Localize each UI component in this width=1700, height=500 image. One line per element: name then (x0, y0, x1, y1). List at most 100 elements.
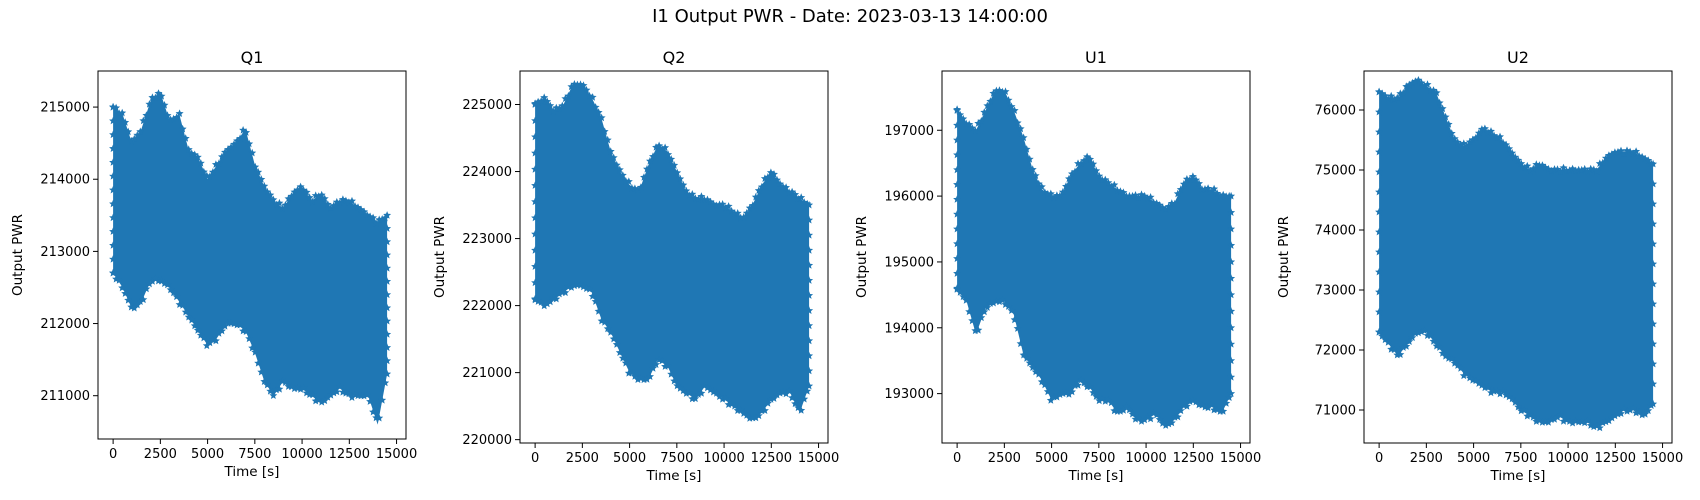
scatter-point (187, 315, 196, 324)
scatter-density-band (1379, 80, 1654, 428)
scatter-point (606, 147, 615, 155)
scatter-point (163, 280, 172, 289)
scatter-point (199, 333, 208, 342)
scatter-point (1526, 166, 1535, 175)
scatter-point (326, 391, 335, 399)
scatter-point (953, 224, 962, 233)
scatter-point (785, 386, 794, 395)
scatter-point (567, 283, 576, 291)
scatter-point (163, 111, 172, 119)
scatter-point (272, 385, 281, 394)
x-tick-label: 7500 (238, 447, 271, 462)
scatter-point (546, 101, 555, 110)
scatter-point (531, 148, 540, 157)
subplot-title: Q1 (241, 48, 264, 67)
scatter-point (953, 180, 962, 188)
scatter-point (1632, 147, 1641, 155)
axes-frame (519, 70, 829, 444)
scatter-point (1511, 153, 1520, 161)
scatter-point (1577, 417, 1586, 426)
scatter-point (531, 100, 540, 108)
x-tick-label: 2500 (566, 451, 599, 466)
scatter-point (375, 413, 384, 422)
scatter-point (953, 135, 962, 144)
scatter-point (618, 171, 627, 179)
scatter-point (172, 113, 181, 121)
scatter-point (1649, 159, 1658, 168)
scatter-point (633, 185, 642, 194)
scatter-point (1595, 423, 1604, 432)
scatter-point (248, 343, 257, 352)
scatter-point (1508, 148, 1517, 157)
scatter-point (1227, 307, 1236, 315)
scatter-point (1007, 102, 1016, 110)
scatter-point (1375, 267, 1384, 276)
scatter-point (383, 343, 392, 351)
scatter-point (1137, 417, 1146, 425)
scatter-point (109, 255, 118, 263)
scatter-point (1514, 156, 1523, 164)
scatter-point (1095, 396, 1104, 405)
scatter-point (1040, 380, 1049, 389)
scatter-point (685, 388, 694, 397)
scatter-point (1592, 167, 1601, 175)
scatter-point (791, 190, 800, 198)
scatter-point (344, 198, 353, 206)
scatter-point (251, 162, 260, 171)
scatter-point (383, 224, 392, 232)
scatter-point (953, 106, 962, 114)
scatter-series (953, 86, 1236, 429)
scatter-point (1104, 178, 1113, 187)
scatter-point (1173, 412, 1182, 421)
scatter-point (1523, 411, 1532, 420)
scatter-point (646, 156, 654, 165)
scatter-point (121, 289, 130, 297)
scatter-point (980, 307, 989, 316)
scatter-point (109, 102, 118, 111)
scatter-point (248, 148, 257, 157)
scatter-point (1465, 137, 1474, 146)
scatter-point (211, 336, 220, 345)
scatter-point (1089, 159, 1098, 168)
scatter-point (133, 300, 142, 309)
scatter-point (257, 175, 266, 183)
scatter-point (344, 389, 353, 398)
scatter-point (366, 397, 375, 405)
scatter-point (335, 198, 344, 207)
scatter-point (1065, 390, 1073, 398)
scatter-point (658, 356, 667, 365)
scatter-point (977, 116, 986, 125)
x-tick-label: 5000 (1457, 451, 1490, 466)
scatter-point (109, 268, 118, 277)
scatter-point (1390, 345, 1399, 354)
scatter-point (721, 203, 730, 212)
scatter-point (272, 200, 281, 209)
scatter-point (1493, 133, 1501, 142)
scatter-point (363, 390, 372, 399)
y-axis-label: Output PWR (10, 214, 26, 296)
scatter-point (1192, 397, 1200, 406)
scatter-point (649, 152, 657, 160)
y-tick-label: 73000 (1315, 284, 1356, 299)
scatter-point (531, 246, 540, 254)
scatter-point (971, 326, 980, 335)
scatter-point (965, 307, 974, 316)
scatter-point (1007, 306, 1016, 314)
scatter-point (1517, 159, 1526, 167)
scatter-point (1577, 165, 1586, 174)
y-tick-label: 195000 (884, 255, 934, 270)
scatter-point (284, 194, 293, 203)
y-tick-label: 215000 (40, 101, 90, 116)
scatter-point (1456, 140, 1465, 149)
scatter-point (1185, 175, 1194, 184)
scatter-point (1188, 172, 1197, 180)
scatter-point (109, 213, 118, 222)
scatter-point (308, 390, 317, 399)
scatter-point (555, 104, 564, 112)
scatter-point (383, 303, 392, 312)
scatter-point (1019, 133, 1028, 142)
scatter-point (242, 327, 251, 335)
scatter-point (269, 391, 278, 399)
x-tick-label: 2500 (988, 451, 1021, 466)
scatter-point (375, 215, 384, 224)
